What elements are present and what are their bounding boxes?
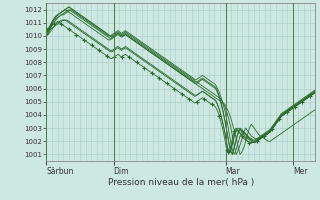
X-axis label: Pression niveau de la mer( hPa ): Pression niveau de la mer( hPa ) bbox=[108, 178, 254, 187]
